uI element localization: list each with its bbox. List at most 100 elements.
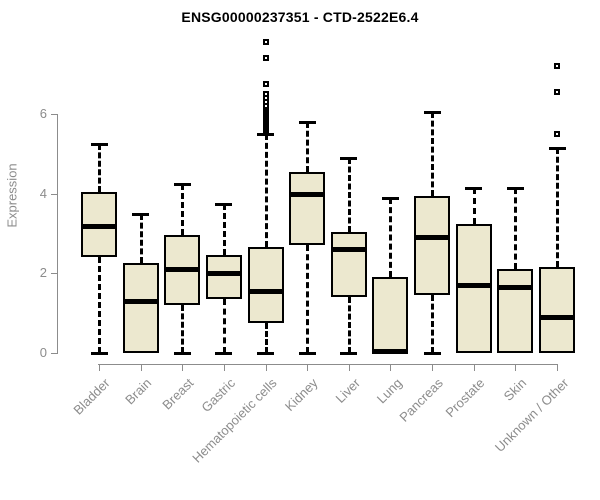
median-lung [372, 349, 409, 354]
x-axis-tick [140, 365, 142, 371]
x-tick-label: Lung [373, 375, 405, 407]
x-axis-line [98, 364, 559, 365]
whisker-upper-hematopoietic-cells [264, 133, 268, 248]
whisker-cap-lower-pancreas [423, 352, 441, 355]
whisker-cap-upper-gastric [215, 202, 233, 206]
x-axis-tick [99, 365, 100, 371]
whisker-upper-kidney [306, 121, 310, 172]
whisker-upper-prostate [472, 187, 476, 224]
x-tick-label: Skin [500, 375, 530, 404]
whisker-cap-upper-lung [381, 196, 399, 200]
x-axis-tick [182, 365, 184, 371]
chart-title: ENSG00000237351 - CTD-2522E6.4 [181, 9, 419, 25]
median-prostate [455, 283, 492, 289]
whisker-lower-gastric [222, 299, 226, 353]
outlier-hematopoietic-cells [262, 55, 269, 62]
x-axis-tick [432, 365, 434, 371]
box-gastric [205, 255, 242, 300]
whisker-upper-bladder [98, 143, 101, 192]
whisker-upper-unknown-other [556, 147, 560, 268]
x-axis-tick [515, 365, 517, 371]
outlier-unknown-other [554, 130, 561, 137]
y-tick-label: 2 [39, 265, 47, 281]
whisker-upper-breast [181, 183, 185, 236]
x-axis-tick [348, 365, 350, 371]
whisker-cap-upper-brain [132, 212, 150, 216]
median-gastric [205, 271, 242, 277]
whisker-cap-lower-liver [340, 352, 358, 355]
whisker-lower-bladder [98, 257, 101, 353]
whisker-lower-pancreas [431, 295, 435, 353]
x-axis-tick [390, 365, 392, 371]
outlier-unknown-other [554, 89, 561, 96]
x-axis-tick [265, 365, 267, 371]
y-tick-label: 4 [39, 185, 47, 201]
whisker-cap-upper-breast [173, 182, 191, 186]
median-skin [497, 285, 534, 291]
whisker-upper-skin [514, 187, 518, 270]
x-axis-tick [473, 365, 475, 371]
x-tick-label: Breast [159, 375, 197, 413]
outlier-unknown-other [554, 63, 561, 70]
outlier-hematopoietic-cells [262, 81, 269, 88]
whisker-cap-upper-pancreas [423, 111, 441, 114]
outlier-hematopoietic-cells [262, 39, 269, 46]
x-tick-label: Unknown / Other [491, 375, 571, 455]
x-tick-label: Gastric [198, 375, 238, 416]
box-unknown-other [539, 267, 576, 353]
y-axis-line [57, 114, 58, 354]
median-brain [122, 299, 159, 305]
whisker-upper-liver [347, 157, 351, 232]
x-tick-label: Kidney [282, 375, 322, 415]
x-tick-label: Hematopoietic cells [189, 375, 280, 466]
whisker-cap-upper-unknown-other [548, 146, 566, 150]
box-pancreas [414, 195, 451, 296]
whisker-lower-hematopoietic-cells [264, 323, 268, 353]
box-lung [372, 277, 409, 353]
box-liver [330, 231, 367, 298]
median-pancreas [414, 235, 451, 241]
median-unknown-other [539, 315, 576, 321]
whisker-upper-lung [389, 197, 393, 278]
x-tick-label: Liver [332, 375, 363, 406]
box-brain [122, 263, 159, 353]
box-kidney [289, 171, 326, 246]
y-axis-tick [51, 193, 57, 195]
whisker-lower-breast [181, 305, 185, 353]
median-kidney [289, 191, 326, 197]
whisker-cap-lower-breast [173, 352, 191, 355]
median-bladder [81, 223, 117, 229]
median-hematopoietic-cells [247, 289, 284, 295]
whisker-lower-kidney [306, 245, 310, 353]
box-skin [497, 269, 534, 353]
whisker-upper-gastric [222, 203, 226, 256]
x-tick-label: Prostate [442, 375, 488, 421]
whisker-cap-lower-kidney [298, 352, 316, 355]
whisker-cap-upper-kidney [298, 120, 316, 124]
x-axis-tick [557, 365, 559, 371]
whisker-upper-pancreas [431, 112, 435, 196]
median-breast [164, 267, 201, 273]
y-tick-label: 0 [39, 345, 47, 360]
whisker-cap-upper-bladder [90, 142, 108, 146]
x-axis-tick [223, 365, 225, 371]
outlier-hematopoietic-cells [262, 91, 269, 98]
y-axis-tick [51, 353, 57, 354]
whisker-cap-lower-gastric [215, 352, 233, 355]
y-tick-label: 6 [39, 106, 47, 121]
y-axis-tick [51, 114, 57, 115]
whisker-cap-upper-prostate [465, 186, 483, 190]
whisker-cap-upper-skin [506, 186, 524, 190]
whisker-lower-liver [347, 297, 351, 353]
whisker-cap-lower-bladder [90, 352, 108, 355]
whisker-cap-lower-hematopoietic-cells [257, 352, 275, 355]
x-tick-label: Bladder [70, 375, 113, 418]
x-axis-tick [307, 365, 309, 371]
x-tick-label: Pancreas [396, 375, 447, 425]
whisker-upper-brain [139, 213, 143, 264]
median-liver [330, 247, 367, 253]
box-hematopoietic-cells [247, 247, 284, 324]
x-tick-label: Brain [122, 375, 155, 408]
y-axis-tick [51, 273, 57, 275]
